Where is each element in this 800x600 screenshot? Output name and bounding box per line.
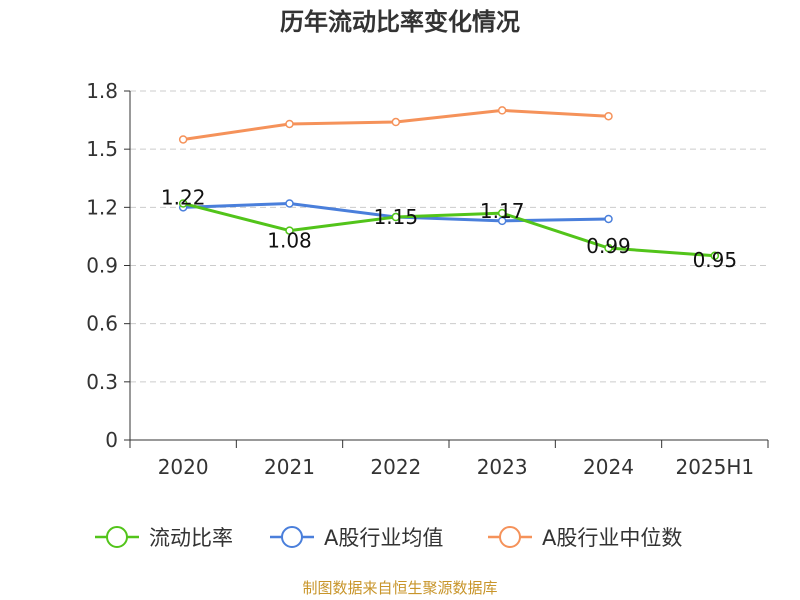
data-point [497,216,507,226]
chart-title: 历年流动比率变化情况 [280,8,520,36]
x-tick-label: 2024 [583,455,634,479]
x-tick-label: 2022 [370,455,421,479]
data-point [604,243,613,253]
data-label: 1.22 [161,185,206,209]
data-labels: 1.22 1.08 1.15 1.17 0.99 0.95 [161,185,737,271]
y-tick-label: 0 [105,428,118,452]
x-tick-label: 2025H1 [675,455,754,479]
data-label: 0.95 [693,248,738,272]
series-lines [178,106,720,261]
data-point [604,214,613,224]
y-tick-label: 1.8 [86,79,118,103]
grid-lines [130,90,768,383]
y-tick-label: 0.3 [86,370,118,394]
x-tick-label: 2020 [158,455,209,479]
y-tick-label: 1.2 [86,195,118,219]
x-tick-label: 2021 [264,455,315,479]
y-tick-label: 0.6 [86,312,118,336]
source-note: 制图数据来自恒生聚源数据库 [302,579,498,597]
data-point [178,199,188,208]
data-point [285,119,294,129]
legend-label: A股行业中位数 [542,526,682,550]
data-point [497,106,507,115]
y-tick-label: 1.5 [86,137,118,161]
data-point [178,135,188,144]
x-tick-label: 2023 [477,455,528,479]
data-point [497,208,507,218]
data-point [710,251,720,261]
data-label: 0.99 [586,234,631,258]
data-label: 1.17 [480,199,525,223]
legend-item-2: A股行业中位数 [488,526,682,550]
legend-item-0: 流动比率 [95,526,233,550]
data-point [391,117,401,127]
legend-label: 流动比率 [149,526,233,550]
series-line-0 [182,202,715,258]
y-tick-label: 0.9 [86,254,118,278]
legend-label: A股行业均值 [324,526,443,550]
data-point [604,111,613,121]
data-point [285,226,294,235]
data-label: 1.15 [374,205,419,229]
axes: 0 0.3 0.6 0.9 1.2 1.5 1.8 2020 2021 2022 2023 2024 2… [86,79,769,479]
data-point [391,212,401,222]
legend-marker-icon [281,526,303,548]
legend-item-1: A股行业均值 [270,526,443,550]
data-label: 1.08 [267,229,312,253]
legend-marker-icon [106,526,128,548]
legend-marker-icon [499,526,521,548]
data-point [285,199,294,208]
legend: 流动比率 A股行业均值 A股行业中位数 [95,526,682,550]
